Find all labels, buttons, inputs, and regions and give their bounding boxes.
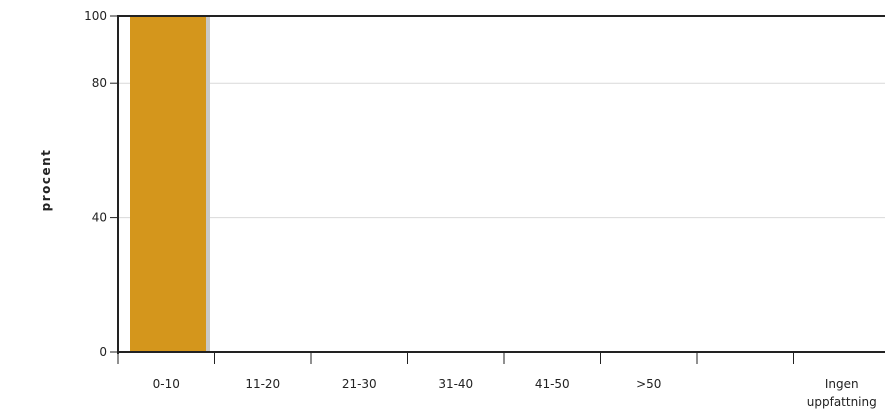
x-tick-label: 41-50: [535, 377, 570, 391]
x-tick-label: 31-40: [438, 377, 473, 391]
axes: [117, 15, 885, 354]
y-tick-label: 100: [84, 9, 107, 23]
grid-lines: [118, 82, 885, 219]
y-tick-label: 0: [99, 345, 107, 359]
x-tick-label: 11-20: [245, 377, 280, 391]
y-tick-label: 80: [92, 76, 107, 90]
x-tick-label: 21-30: [342, 377, 377, 391]
bar: [130, 16, 206, 352]
y-tick-label: 40: [92, 211, 107, 225]
bars: [130, 16, 210, 353]
x-axis-ticks: 0-10 11-20 21-30 31-40 41-50 >50 Ingen uppfattn…: [117, 352, 877, 409]
y-axis-ticks: 0 40 80 100: [84, 9, 118, 359]
x-tick-label: Ingen uppfattning: [807, 377, 877, 409]
x-tick-label: 0-10: [153, 377, 180, 391]
y-axis-title: procent: [39, 149, 53, 212]
x-tick-label: >50: [636, 377, 661, 391]
